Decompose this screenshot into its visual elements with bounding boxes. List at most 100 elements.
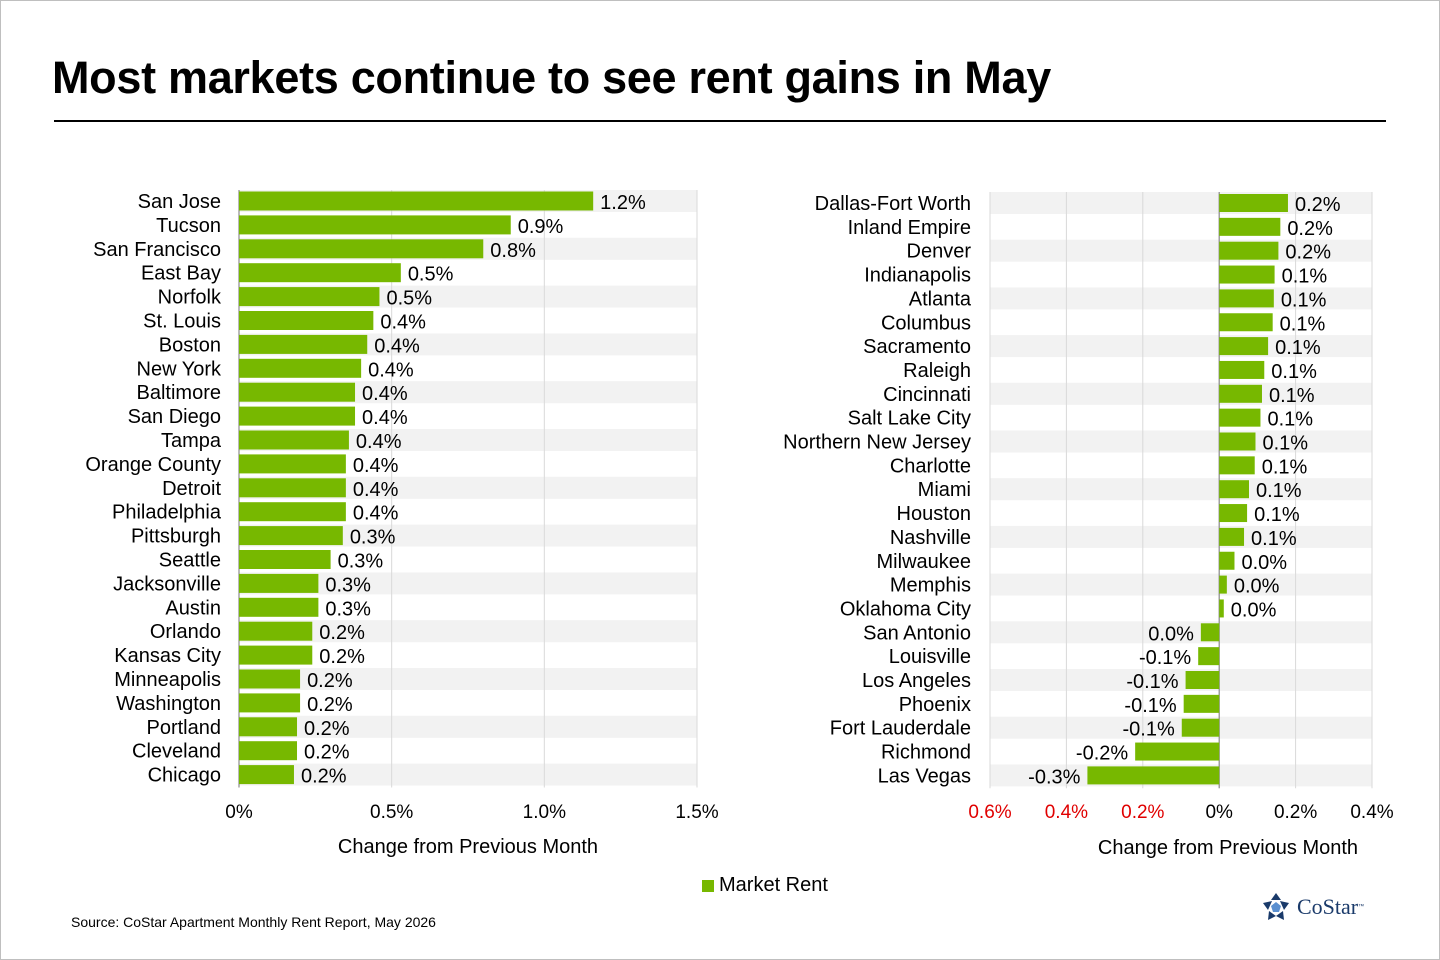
bar xyxy=(1219,480,1249,499)
bar xyxy=(239,550,331,569)
data-label: 0.2% xyxy=(1285,242,1331,264)
bar xyxy=(239,311,374,330)
bar xyxy=(1181,718,1220,737)
bar xyxy=(1219,432,1256,451)
category-label: Dallas-Fort Worth xyxy=(815,193,971,215)
data-label: 0.2% xyxy=(304,718,350,740)
row-stripe xyxy=(239,429,697,451)
data-label: 0.1% xyxy=(1282,266,1328,288)
category-label: Oklahoma City xyxy=(840,598,971,620)
data-label: 0.5% xyxy=(408,264,454,286)
bar xyxy=(239,645,313,665)
category-label: Richmond xyxy=(881,742,971,764)
bar xyxy=(239,526,343,546)
bar xyxy=(1183,694,1220,713)
bar xyxy=(1219,289,1274,308)
row-stripe xyxy=(239,715,697,738)
category-label: Las Vegas xyxy=(878,765,971,787)
bar xyxy=(1219,384,1262,403)
bar xyxy=(239,717,298,737)
category-label: Baltimore xyxy=(137,382,221,404)
category-label: Portland xyxy=(147,717,222,739)
category-label: San Antonio xyxy=(863,622,971,644)
category-label: Raleigh xyxy=(903,360,971,382)
data-label: 0.4% xyxy=(368,359,414,381)
bar xyxy=(239,430,349,450)
data-label: 0.4% xyxy=(362,407,408,429)
bar xyxy=(1135,742,1220,761)
bar xyxy=(1219,408,1261,427)
bar xyxy=(1219,527,1245,546)
bar xyxy=(1198,647,1220,666)
category-label: Indianapolis xyxy=(864,265,971,287)
bar xyxy=(1200,623,1220,642)
category-label: Chicago xyxy=(148,765,221,787)
category-label: Cincinnati xyxy=(883,384,971,406)
data-label: 0.3% xyxy=(325,598,371,620)
category-label: Nashville xyxy=(890,527,971,549)
data-label: 0.4% xyxy=(374,335,420,357)
bar xyxy=(239,502,346,522)
bar xyxy=(239,239,484,259)
bar xyxy=(1219,599,1224,618)
title-divider xyxy=(54,120,1386,122)
data-label: 0.1% xyxy=(1251,528,1297,550)
data-label: 0.4% xyxy=(380,312,426,334)
category-label: Atlanta xyxy=(909,288,972,310)
data-label: 0.2% xyxy=(319,646,365,668)
category-label: Miami xyxy=(918,479,971,501)
bar xyxy=(1219,265,1275,284)
data-label: -0.1% xyxy=(1139,647,1191,669)
row-stripe xyxy=(990,669,1372,691)
row-stripe xyxy=(239,524,697,547)
data-label: 0.0% xyxy=(1241,552,1287,574)
bar xyxy=(1185,671,1220,689)
category-label: San Francisco xyxy=(93,239,221,261)
bar xyxy=(239,621,313,641)
row-stripe xyxy=(990,478,1372,501)
row-stripe xyxy=(990,716,1372,739)
category-label: East Bay xyxy=(141,263,221,285)
bar xyxy=(1219,194,1288,212)
legend: Market Rent xyxy=(702,874,828,897)
bar xyxy=(239,765,294,785)
category-label: Seattle xyxy=(159,550,221,572)
data-label: 0.3% xyxy=(350,527,396,549)
category-label: Kansas City xyxy=(114,645,221,667)
bar xyxy=(239,215,511,235)
data-label: 0.1% xyxy=(1256,480,1302,502)
bar xyxy=(1219,504,1248,523)
costar-logo: CoStar ™ xyxy=(1260,891,1364,923)
data-label: 0.4% xyxy=(353,479,399,501)
category-label: Boston xyxy=(159,334,221,356)
bar xyxy=(1219,337,1269,356)
bar xyxy=(239,669,301,689)
data-label: 0.0% xyxy=(1231,599,1277,621)
data-label: -0.1% xyxy=(1126,671,1178,693)
x-tick-label: 0.6% xyxy=(968,802,1011,823)
source-note: Source: CoStar Apartment Monthly Rent Re… xyxy=(71,914,436,930)
category-label: Fort Lauderdale xyxy=(830,718,971,740)
data-label: 0.1% xyxy=(1280,313,1326,335)
data-label: 0.2% xyxy=(301,766,347,788)
category-label: Detroit xyxy=(162,478,221,500)
row-stripe xyxy=(239,572,697,595)
category-label: Philadelphia xyxy=(112,502,222,524)
category-label: Pittsburgh xyxy=(131,526,221,548)
category-label: Tampa xyxy=(161,430,222,452)
category-label: Columbus xyxy=(881,312,971,334)
data-label: 0.4% xyxy=(353,455,399,477)
row-stripe xyxy=(990,430,1372,453)
legend-label: Market Rent xyxy=(719,874,828,896)
bar xyxy=(1219,217,1281,236)
category-label: Charlotte xyxy=(890,455,971,477)
category-label: New York xyxy=(137,358,222,380)
bar xyxy=(1219,313,1273,332)
data-label: -0.3% xyxy=(1028,766,1080,788)
x-axis-label: Change from Previous Month xyxy=(1098,837,1358,859)
category-label: Minneapolis xyxy=(114,669,221,691)
row-stripe xyxy=(239,668,697,690)
costar-star-icon xyxy=(1263,893,1289,920)
data-label: 0.1% xyxy=(1262,433,1308,455)
data-label: 0.8% xyxy=(490,240,536,262)
